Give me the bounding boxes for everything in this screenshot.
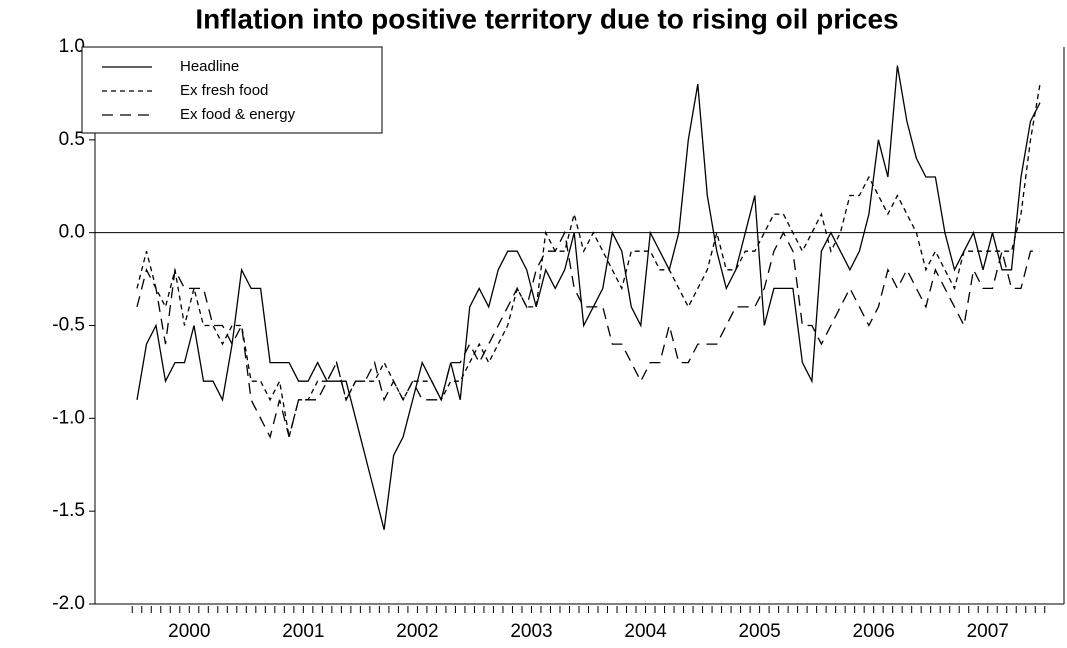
series-line <box>136 83 1041 438</box>
series-line <box>136 230 1040 439</box>
x-tick-label: 2005 <box>738 621 780 642</box>
series-line <box>136 65 1041 530</box>
legend-label: Ex fresh food <box>180 82 268 99</box>
x-tick-label: 2002 <box>396 621 438 642</box>
legend-box <box>81 46 383 134</box>
y-tick-label: -1.5 <box>52 500 85 521</box>
y-tick-label: 0.5 <box>59 129 85 150</box>
x-tick-label: 2006 <box>853 621 895 642</box>
x-tick-label: 2001 <box>282 621 324 642</box>
chart-title: Inflation into positive territory due to… <box>195 3 898 34</box>
legend-label: Ex food & energy <box>180 106 296 123</box>
y-tick-label: 1.0 <box>59 36 85 57</box>
y-tick-label: -1.0 <box>52 407 85 428</box>
y-tick-label: -2.0 <box>52 593 85 614</box>
x-tick-label: 2007 <box>967 621 1009 642</box>
legend-label: Headline <box>180 58 239 75</box>
x-tick-label: 2004 <box>624 621 667 642</box>
y-tick-label: -0.5 <box>52 315 85 336</box>
x-tick-label: 2003 <box>510 621 552 642</box>
x-tick-label: 2000 <box>168 621 210 642</box>
y-tick-label: 0.0 <box>59 222 85 243</box>
